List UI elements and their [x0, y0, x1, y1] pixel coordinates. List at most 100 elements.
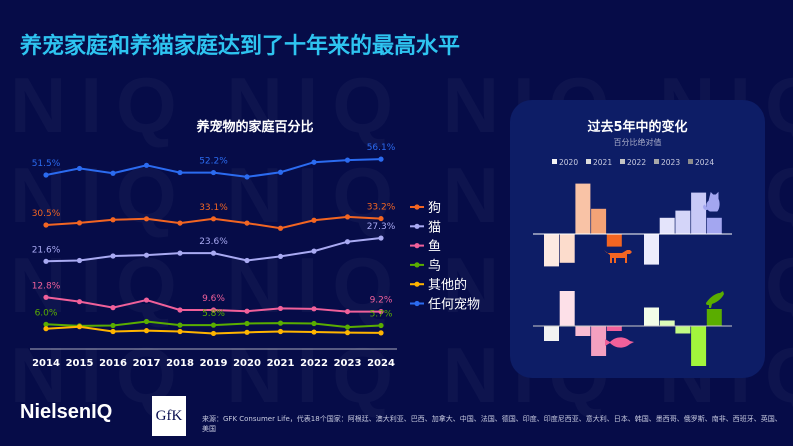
data-point: [76, 257, 83, 264]
data-point: [244, 329, 250, 335]
data-point: [43, 321, 49, 327]
x-tick-label: 2023: [334, 358, 362, 369]
bird-icon: [706, 291, 724, 308]
change-bar: [606, 326, 622, 331]
data-point: [110, 328, 116, 335]
x-tick-label: 2021: [267, 358, 295, 369]
legend-label: 2020: [559, 158, 578, 167]
data-point: [378, 156, 384, 162]
data-point: [177, 250, 183, 256]
legend-label: 其他的: [428, 277, 467, 293]
dog-icon: [604, 250, 632, 263]
data-point: [43, 326, 49, 332]
cat-icon: [703, 191, 720, 212]
legend-label: 猫: [428, 220, 441, 235]
data-point: [76, 299, 83, 305]
change-bar-chart: 2020 2021 2022 2023 2024: [533, 158, 732, 366]
data-point: [344, 157, 351, 163]
fish-change-bars: [544, 291, 622, 356]
data-point: [143, 216, 150, 222]
data-point: [277, 328, 284, 335]
data-label: 33.2%: [367, 203, 396, 213]
cat-change-bars: [644, 192, 722, 265]
x-tick-label: 2018: [166, 358, 194, 369]
change-bar: [544, 326, 559, 341]
data-label: 5.8%: [202, 309, 225, 319]
data-point: [277, 253, 284, 260]
data-point: [177, 220, 183, 226]
series-5: 51.5% 52.2% 56.1%: [32, 143, 396, 180]
data-point: [244, 220, 250, 226]
change-panel: 过去5年中的变化 百分比绝对值 2020 2021 2022 2023 2024: [510, 100, 765, 378]
legend-label: 2021: [593, 158, 612, 167]
data-point: [76, 220, 83, 226]
x-tick-label: 2017: [133, 358, 161, 369]
gfk-logo: GfK: [152, 396, 186, 436]
data-point: [277, 169, 284, 175]
legend-label: 狗: [428, 201, 441, 216]
data-point: [143, 328, 150, 334]
change-title: 过去5年中的变化: [587, 120, 688, 135]
change-bar: [559, 234, 575, 263]
data-point: [76, 165, 83, 172]
data-point: [244, 308, 250, 314]
data-point: [43, 294, 49, 300]
dog-change-bars: [544, 183, 622, 267]
series-0: 30.5% 33.1% 33.2%: [32, 203, 396, 231]
data-label: 27.3%: [367, 222, 396, 232]
page-title: 养宠家庭和养猫家庭达到了十年来的最高水平: [20, 34, 461, 59]
data-point: [110, 322, 116, 329]
change-bar: [544, 234, 559, 267]
data-point: [311, 217, 317, 223]
data-label: 51.5%: [32, 159, 61, 169]
pet-household-line-chart: 养宠物的家庭百分比 30.5% 33.1% 33.2% 21.6% 23.6% 27.3%…: [30, 119, 480, 369]
legend-item: 猫: [410, 220, 441, 235]
fish-icon: [605, 337, 634, 348]
data-point: [110, 170, 116, 176]
data-point: [311, 248, 317, 254]
legend-label: 2024: [695, 158, 714, 167]
legend-item: 鱼: [410, 239, 441, 255]
legend-label: 鱼: [428, 239, 441, 255]
change-bar: [606, 234, 622, 247]
data-point: [143, 162, 150, 168]
x-tick-label: 2015: [66, 358, 94, 369]
data-point: [210, 307, 217, 313]
series-3: 6.0% 5.8% 5.7%: [35, 308, 393, 330]
data-point: [344, 324, 351, 330]
change-bar: [691, 326, 707, 366]
data-point: [378, 235, 384, 241]
data-point: [311, 329, 317, 335]
line-chart-title: 养宠物的家庭百分比: [195, 119, 313, 135]
data-point: [210, 216, 217, 222]
change-bar: [591, 208, 607, 234]
data-point: [378, 308, 384, 315]
data-point: [244, 257, 250, 264]
legend-item: 任何宠物: [410, 297, 480, 313]
change-bar: [644, 234, 659, 265]
data-point: [210, 250, 217, 256]
data-point: [177, 328, 183, 335]
x-tick-label: 2024: [367, 358, 395, 369]
data-point: [311, 306, 317, 312]
data-label: 30.5%: [32, 209, 61, 219]
data-point: [143, 318, 150, 325]
change-bar: [706, 309, 722, 326]
x-tick-label: 2016: [99, 358, 127, 369]
data-point: [344, 239, 351, 245]
data-point: [344, 214, 351, 220]
data-point: [277, 305, 284, 312]
nielseniq-logo: NielsenIQ: [20, 401, 113, 423]
legend-item: 鸟: [410, 258, 441, 274]
data-point: [76, 324, 83, 330]
data-point: [344, 330, 351, 336]
legend-item: 其他的: [410, 277, 467, 293]
data-point: [277, 225, 284, 231]
change-bar: [591, 326, 607, 356]
change-bar: [659, 320, 675, 326]
data-point: [43, 222, 49, 228]
data-point: [110, 217, 116, 223]
data-point: [344, 308, 351, 315]
series-4: [43, 324, 384, 337]
data-point: [244, 174, 250, 180]
